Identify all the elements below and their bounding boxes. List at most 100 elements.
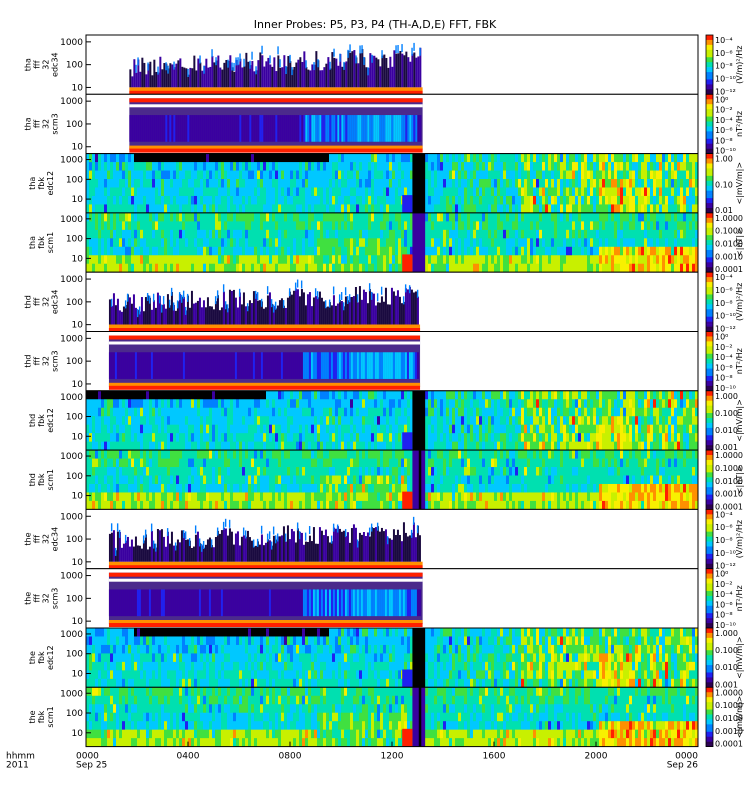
spectrogram-cell (569, 162, 573, 171)
spectrogram-cell (488, 424, 492, 434)
spectrogram-cell (191, 204, 195, 214)
spectrogram-cell (293, 238, 297, 248)
spectrogram-cell (587, 263, 591, 273)
spectrogram-cell (296, 204, 300, 214)
spectrogram-cell (245, 52, 248, 88)
spectrogram-cell (431, 399, 435, 409)
spectrogram-cell (89, 212, 93, 222)
spectrogram-cell (116, 179, 120, 188)
spectrogram-cell (344, 407, 348, 417)
spectrogram-cell (449, 399, 453, 409)
spectrogram-cell (464, 433, 468, 443)
spectrogram-cell (485, 170, 489, 180)
spectrogram-cell (110, 162, 114, 171)
spectrogram-cell (449, 424, 453, 434)
spectrogram-cell (311, 115, 314, 142)
spectrogram-cell (620, 238, 624, 248)
spectrogram-cell (230, 255, 234, 265)
spectrogram-cell (590, 255, 594, 265)
spectrogram-cell (602, 221, 606, 231)
spectrogram-cell (260, 221, 264, 231)
spectrogram-cell (545, 221, 549, 231)
spectrogram-cell (233, 399, 237, 409)
spectrogram-cell (215, 229, 219, 239)
spectrogram-cell (680, 170, 684, 180)
spectrogram-cell (148, 297, 151, 325)
spectrogram-cell (150, 352, 153, 379)
spectrogram-cell (479, 407, 483, 417)
spectrogram-cell (542, 433, 546, 443)
spectrogram-cell (185, 255, 189, 265)
spectrogram-cell (164, 221, 168, 231)
spectrogram-cell (273, 57, 276, 88)
spectrogram-cell (332, 246, 336, 256)
spectrogram-cell (356, 399, 360, 409)
spectrogram-cell (236, 441, 240, 451)
spectrogram-cell (148, 295, 151, 304)
spectrogram-cell (191, 153, 195, 163)
spectrogram-cell (359, 238, 363, 248)
spectrogram-cell (647, 195, 651, 205)
spectrogram-cell (431, 204, 435, 214)
spectrogram-cell (188, 352, 191, 379)
spectrogram-cell (692, 195, 696, 205)
spectrogram-cell (608, 238, 612, 248)
spectrogram-cell (665, 153, 669, 163)
spectrogram-cell (335, 212, 339, 222)
spectrogram-cell (308, 416, 312, 426)
spectrogram-cell (554, 441, 558, 451)
spectrogram-cell (548, 390, 552, 400)
spectrogram-cell (392, 179, 396, 188)
spectrogram-cell (371, 407, 375, 417)
colorbar-cell (706, 39, 713, 43)
spectrogram-cell (230, 246, 234, 256)
spectrogram-cell (282, 352, 285, 379)
spectrogram-cell (662, 255, 666, 265)
spectrogram-cell (428, 416, 432, 426)
spectrogram-cell (599, 221, 603, 231)
spectrogram-cell (167, 195, 171, 205)
spectrogram-cell (188, 221, 192, 231)
spectrogram-cell (134, 416, 138, 426)
spectrogram-cell (692, 255, 696, 265)
spectrogram-cell (389, 416, 393, 426)
spectrogram-cell (527, 187, 531, 197)
spectrogram-cell (182, 195, 186, 205)
spectrogram-cell (140, 162, 144, 171)
spectrogram-cell (410, 399, 414, 409)
spectrogram-cell (332, 263, 336, 273)
spectrogram-cell (392, 170, 396, 180)
spectrogram-cell (335, 58, 338, 88)
spectrogram-cell (269, 115, 272, 142)
spectrogram-cell (251, 162, 255, 171)
spectrogram-cell (320, 229, 324, 239)
spectrogram-cell (204, 307, 207, 325)
spectrogram-cell (383, 433, 387, 443)
spectrogram-cell (665, 238, 669, 248)
spectrogram-cell (434, 246, 438, 256)
spectrogram-cell (461, 255, 465, 265)
spectrogram-cell (245, 115, 248, 142)
spectrogram-cell (368, 187, 372, 197)
spectrogram-cell (329, 416, 333, 426)
spectrogram-cell (159, 56, 162, 88)
spectrogram-cell (215, 246, 219, 256)
spectrogram-cell (101, 162, 105, 171)
spectrogram-cell (386, 246, 390, 256)
spectrogram-cell (506, 424, 510, 434)
spectrogram-cell (143, 399, 147, 409)
spectrogram-cell (392, 195, 396, 205)
spectrogram-cell (272, 399, 276, 409)
spectrogram-cell (200, 212, 204, 222)
spectrogram-cell (122, 424, 126, 434)
spectrogram-cell (503, 263, 507, 273)
spectrogram-cell (638, 255, 642, 265)
spectrogram-cell (227, 162, 231, 171)
spectrogram-cell (566, 399, 570, 409)
spectrogram-cell (536, 246, 540, 256)
spectrogram-cell (308, 187, 312, 197)
spectrogram-cell (557, 195, 561, 205)
spectrogram-cell (656, 246, 660, 256)
colorbar-cell (706, 319, 713, 322)
colorbar-cell (706, 35, 713, 38)
